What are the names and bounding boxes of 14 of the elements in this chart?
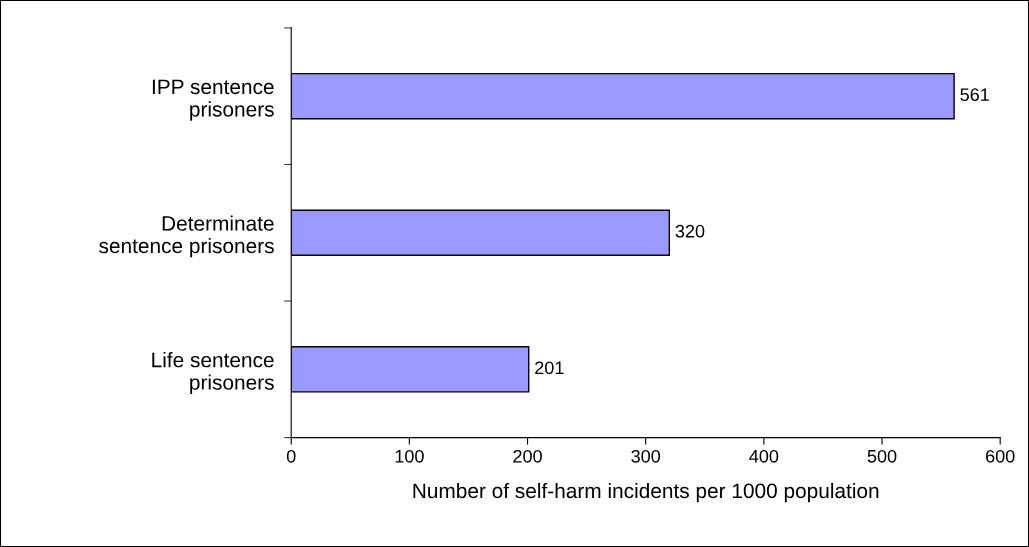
y-tick-label: Determinate sentence prisoners	[99, 215, 274, 258]
data-label: 201	[535, 361, 564, 375]
x-tick-label: 0	[286, 449, 296, 463]
x-tick-label: 500	[867, 449, 897, 463]
y-tick-label: IPP sentence prisoners	[152, 79, 274, 121]
x-tick-label: 300	[631, 449, 661, 463]
x-tick-label: 100	[395, 449, 424, 463]
data-label: 320	[675, 224, 705, 238]
x-tick-label: 200	[513, 449, 542, 463]
x-tick-label: 600	[986, 449, 1015, 463]
x-axis-title: Number of self-harm incidents per 1000 population	[413, 482, 879, 503]
data-label: 561	[960, 88, 989, 102]
y-tick-label: Life sentence prisoners	[152, 352, 274, 394]
x-tick-label: 400	[749, 449, 779, 463]
